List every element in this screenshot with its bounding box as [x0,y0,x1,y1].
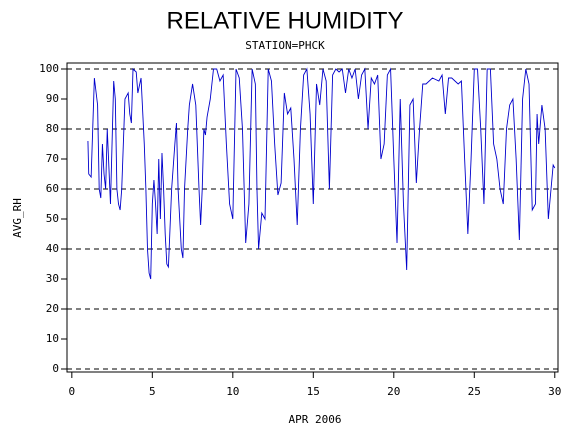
plot-frame [66,62,559,373]
y-tick-label: 100 [39,62,59,75]
y-tick-label: 60 [46,182,59,195]
x-tick-label: 0 [69,385,76,398]
y-tick-label: 50 [46,212,59,225]
y-axis-label: AVG_RH [11,198,24,238]
x-tick-label: 20 [387,385,400,398]
y-tick-label: 30 [46,272,59,285]
y-tick-label: 70 [46,152,59,165]
x-axis-label: APR 2006 [289,413,342,426]
x-tick-label: 25 [468,385,481,398]
x-tick-label: 10 [226,385,239,398]
chart-subtitle: STATION=PHCK [245,39,325,52]
y-tick-label: 0 [52,362,59,375]
data-line [87,67,556,280]
y-tick-label: 90 [46,92,59,105]
x-tick-label: 15 [307,385,320,398]
y-tick-label: 80 [46,122,59,135]
y-tick-label: 40 [46,242,59,255]
chart-title: RELATIVE HUMIDITY [167,7,404,34]
x-tick-label: 30 [548,385,561,398]
y-tick-label: 20 [46,302,59,315]
y-tick-label: 10 [46,332,59,345]
x-tick-label: 5 [149,385,156,398]
